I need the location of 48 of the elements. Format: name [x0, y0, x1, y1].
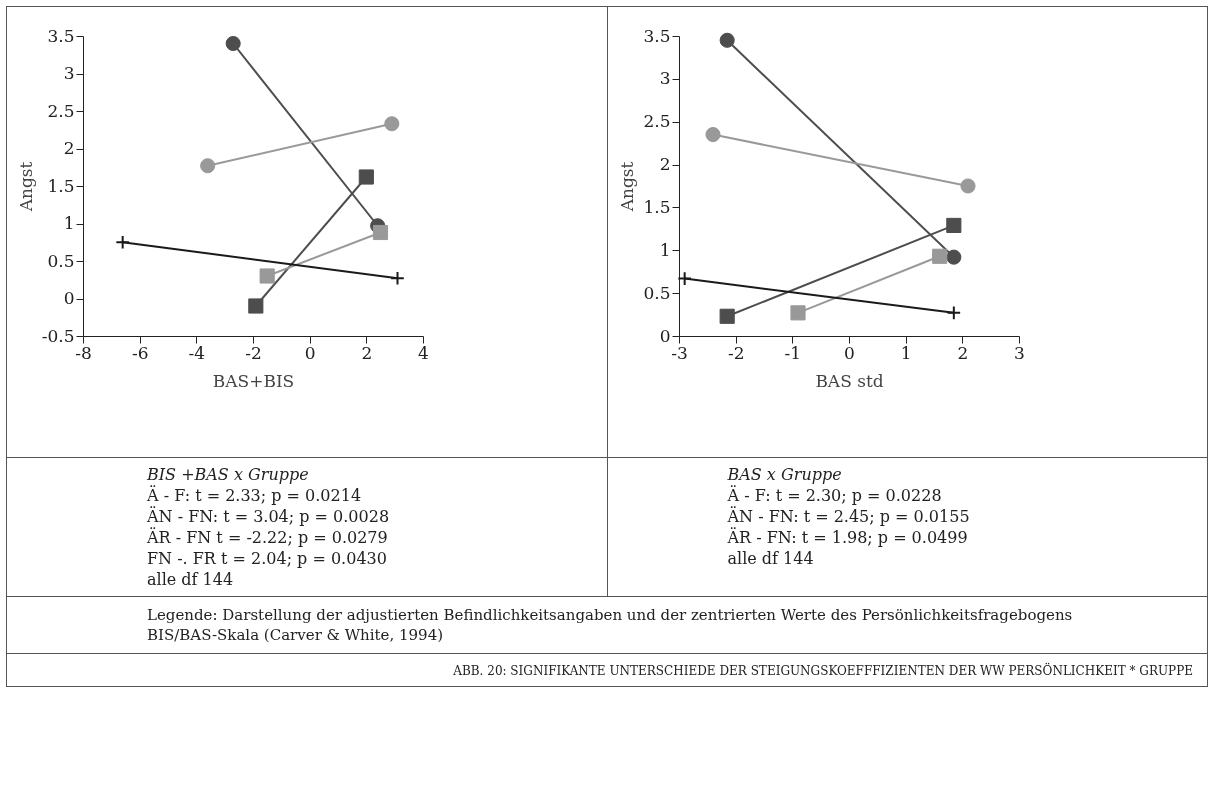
x-tick-label: -8 — [75, 342, 92, 363]
y-tick-label: 0 — [659, 325, 670, 346]
y-tick-label: -0.5 — [41, 325, 75, 346]
y-tick-label: 2 — [63, 138, 75, 158]
y-axis-title: Angst — [616, 161, 637, 213]
x-tick-label: 0 — [304, 342, 316, 363]
x-tick-label: 3 — [1013, 342, 1025, 363]
x-tick-label: -6 — [131, 342, 149, 363]
x-tick-label: 2 — [361, 342, 373, 363]
text: BIS +BAS x Gruppe — [147, 464, 310, 485]
text: ÄR - FN: t = 1.98; p = 0.0499 — [727, 527, 969, 548]
x-tick-label: 2 — [956, 342, 968, 363]
x-tick-label: -3 — [670, 342, 688, 363]
y-tick-label: 3 — [63, 63, 75, 83]
text: ÄN - FN: t = 3.04; p = 0.0028 — [147, 506, 391, 527]
text: FN -. FR t = 2.04; p = 0.0430 — [147, 548, 388, 569]
caption: ABB. 20: SIGNIFIKANTE UNTERSCHIEDE DER STEIGUNGSKOEFFFIZIENTEN DER WW PERSÖNLICHKEIT * GRUPPE — [7, 653, 1207, 686]
x-tick-label: -2 — [245, 342, 262, 363]
y-tick-label: 3 — [659, 68, 670, 89]
x-tick-label: -2 — [727, 342, 744, 363]
text: BAS x Gruppe — [727, 464, 843, 485]
y-tick-label: 2 — [659, 154, 670, 175]
x-axis-title: BAS+BIS — [212, 370, 295, 391]
text: alle df 144 — [147, 569, 235, 590]
y-tick-label: 0.5 — [642, 282, 670, 303]
x-tick-label: -4 — [188, 342, 206, 363]
x-tick-label: 4 — [418, 342, 429, 363]
text: ÄN - FN: t = 2.45; p = 0.0155 — [727, 506, 971, 527]
text: Ä - F: t = 2.30; p = 0.0228 — [727, 485, 943, 506]
y-axis-title: Angst — [15, 161, 36, 213]
text: alle df 144 — [727, 548, 815, 569]
text: ÄR - FN t = -2.22; p = 0.0279 — [147, 527, 389, 548]
y-tick-label: 3.5 — [642, 25, 670, 46]
y-tick-label: 2.5 — [47, 100, 75, 121]
x-tick-label: 0 — [843, 342, 855, 363]
y-tick-label: 1 — [659, 239, 670, 260]
x-tick-label: 1 — [900, 342, 912, 363]
text: Ä - F: t = 2.33; p = 0.0214 — [147, 485, 363, 506]
y-tick-label: 1.5 — [642, 196, 670, 217]
text: Legende: Darstellung der adjustierten Befindlichkeitsangaben und der zentrierten Werte des Persönlichkeitsfragebogens BIS/BAS-Skala (Carver & White, 1994) — [146, 605, 1074, 646]
x-tick-label: -1 — [784, 342, 801, 363]
y-tick-label: 2.5 — [642, 111, 670, 132]
y-tick-label: 3.5 — [47, 25, 75, 46]
y-tick-label: 1.5 — [47, 175, 75, 196]
y-tick-label: 0.5 — [47, 250, 75, 271]
x-axis-title: BAS std — [814, 370, 884, 391]
y-tick-label: 0 — [63, 288, 75, 308]
y-tick-label: 1 — [63, 213, 75, 233]
